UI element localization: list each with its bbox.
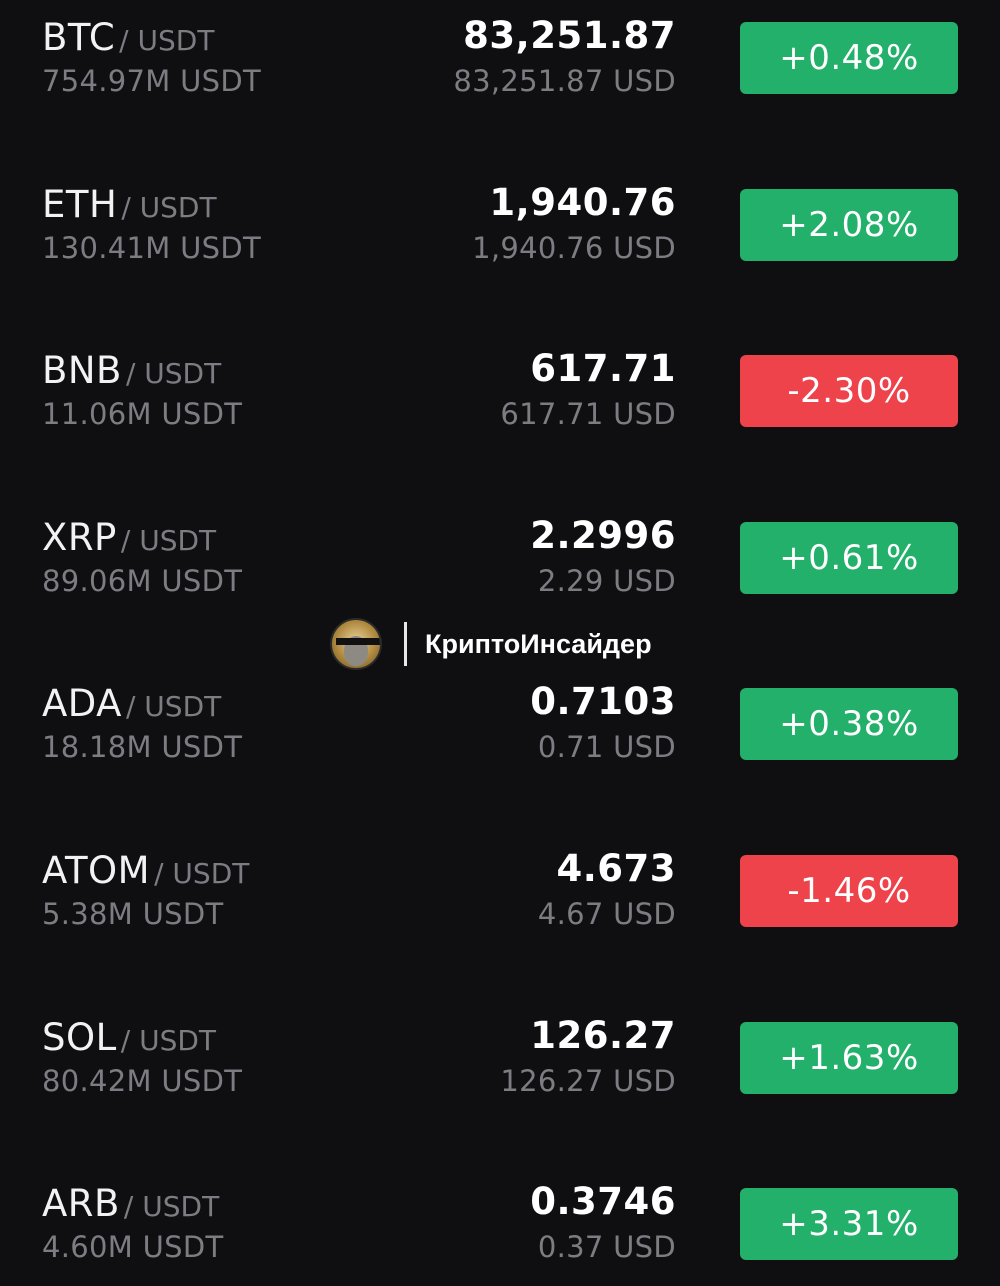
volume: 89.06M USDT [42, 564, 243, 598]
volume: 18.18M USDT [42, 730, 243, 764]
pair-name: BTC / USDT [42, 16, 214, 59]
change-badge[interactable]: -2.30% [740, 355, 958, 427]
last-price: 1,940.76 [489, 181, 676, 224]
market-row-sol[interactable]: SOL / USDT 80.42M USDT 126.27 126.27 USD … [0, 1000, 1000, 1120]
quote-asset: / USDT [125, 357, 222, 390]
change-badge[interactable]: +1.63% [740, 1022, 958, 1094]
quote-asset: / USDT [154, 857, 250, 890]
market-row-eth[interactable]: ETH / USDT 130.41M USDT 1,940.76 1,940.76… [0, 167, 1000, 287]
change-badge[interactable]: +0.48% [740, 22, 958, 94]
quote-asset: / USDT [123, 1190, 220, 1223]
market-row-atom[interactable]: ATOM / USDT 5.38M USDT 4.673 4.67 USD -1.… [0, 833, 1000, 953]
market-row-arb[interactable]: ARB / USDT 4.60M USDT 0.3746 0.37 USD +3.… [0, 1166, 1000, 1286]
quote-asset: / USDT [119, 24, 215, 57]
last-price: 617.71 [530, 347, 676, 390]
base-asset: XRP [42, 516, 117, 559]
price-usd: 4.67 USD [537, 897, 676, 931]
pair-name: SOL / USDT [42, 1016, 216, 1059]
volume: 80.42M USDT [42, 1064, 243, 1098]
base-asset: ETH [42, 183, 118, 226]
watermark: КриптоИнсайдер [330, 618, 652, 670]
base-asset: BTC [42, 16, 116, 59]
change-badge[interactable]: -1.46% [740, 855, 958, 927]
price-usd: 83,251.87 USD [453, 64, 676, 98]
volume: 5.38M USDT [42, 897, 224, 931]
price-usd: 126.27 USD [500, 1064, 676, 1098]
pair-name: ATOM / USDT [42, 849, 249, 892]
base-asset: ATOM [42, 849, 151, 892]
watermark-divider [404, 622, 407, 666]
volume: 11.06M USDT [42, 397, 243, 431]
price-usd: 2.29 USD [537, 564, 676, 598]
market-row-btc[interactable]: BTC / USDT 754.97M USDT 83,251.87 83,251.… [0, 0, 1000, 120]
change-badge[interactable]: +0.61% [740, 522, 958, 594]
base-asset: ARB [42, 1182, 120, 1225]
last-price: 126.27 [530, 1014, 676, 1057]
pair-name: XRP / USDT [42, 516, 216, 559]
quote-asset: / USDT [125, 690, 222, 723]
change-badge[interactable]: +3.31% [740, 1188, 958, 1260]
watermark-text: КриптоИнсайдер [425, 628, 652, 659]
base-asset: ADA [42, 682, 122, 725]
price-usd: 0.71 USD [537, 730, 676, 764]
watermark-logo-icon [330, 618, 382, 670]
market-row-ada[interactable]: ADA / USDT 18.18M USDT 0.7103 0.71 USD +0… [0, 666, 1000, 786]
pair-name: ARB / USDT [42, 1182, 219, 1225]
pair-name: ADA / USDT [42, 682, 221, 725]
last-price: 83,251.87 [463, 14, 676, 57]
market-row-xrp[interactable]: XRP / USDT 89.06M USDT 2.2996 2.29 USD +0… [0, 500, 1000, 620]
price-usd: 1,940.76 USD [472, 231, 676, 265]
base-asset: BNB [42, 349, 122, 392]
quote-asset: / USDT [120, 524, 217, 557]
quote-asset: / USDT [120, 1024, 216, 1057]
volume: 754.97M USDT [42, 64, 261, 98]
quote-asset: / USDT [121, 191, 217, 224]
price-usd: 617.71 USD [500, 397, 676, 431]
market-row-bnb[interactable]: BNB / USDT 11.06M USDT 617.71 617.71 USD … [0, 333, 1000, 453]
last-price: 4.673 [556, 847, 676, 890]
price-usd: 0.37 USD [537, 1230, 676, 1264]
last-price: 2.2996 [530, 514, 676, 557]
pair-name: ETH / USDT [42, 183, 217, 226]
last-price: 0.7103 [530, 680, 676, 723]
base-asset: SOL [42, 1016, 117, 1059]
pair-name: BNB / USDT [42, 349, 221, 392]
last-price: 0.3746 [530, 1180, 676, 1223]
volume: 4.60M USDT [42, 1230, 224, 1264]
change-badge[interactable]: +2.08% [740, 189, 958, 261]
change-badge[interactable]: +0.38% [740, 688, 958, 760]
volume: 130.41M USDT [42, 231, 261, 265]
